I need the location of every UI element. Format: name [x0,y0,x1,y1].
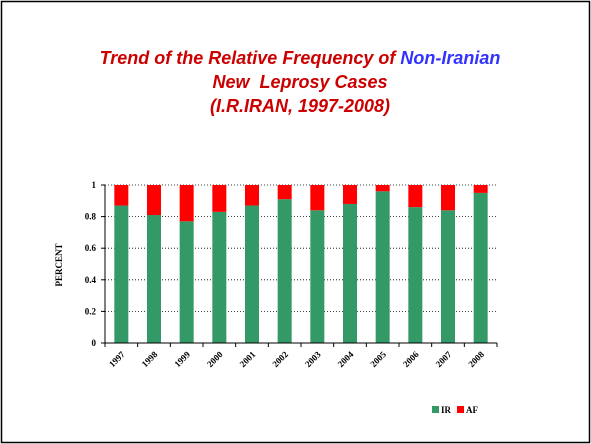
title-part: Trend of the Relative Frequency of [100,48,398,68]
bar-segment [343,203,357,343]
y-tick-label: 0.2 [85,306,97,316]
bar-segment [408,207,423,343]
y-tick-label: 0.4 [85,275,97,285]
bar-segment [310,210,325,343]
bar-segment [147,185,161,216]
chart-title-line: (I.R.IRAN, 1997-2008) [210,96,390,116]
bar-segment [114,205,129,343]
chart-title-line: New Leprosy Cases [212,72,387,92]
bar-segment [245,185,259,206]
bar-segment [473,185,488,193]
bar-segment [245,205,259,343]
y-tick-label: 1 [92,180,97,190]
bar-segment [375,191,390,343]
y-tick-label: 0.8 [85,212,97,222]
bar-segment [212,211,227,343]
legend-swatch [457,406,465,413]
bar-segment [277,199,292,343]
bar-segment [179,185,194,222]
legend-label: IR [441,405,452,415]
bar-segment [212,185,227,212]
bar-segment [375,185,390,192]
title-highlight: Non-Iranian [400,48,500,68]
y-tick-label: 0.6 [85,243,97,253]
bar-segment [441,210,455,343]
y-axis-label: PERCENT [54,243,64,286]
bar-segment [343,185,357,204]
bar-segment [473,192,488,343]
bar-segment [310,185,325,211]
bar-segment [179,221,194,343]
y-tick-label: 0 [92,338,97,348]
bar-segment [147,215,161,343]
legend-swatch [432,406,439,413]
chart-title-line: Trend of the Relative Frequency of Non-I… [100,48,501,68]
legend-label: AF [466,405,478,415]
bar-segment [277,185,292,200]
bar-segment [114,185,129,206]
bar-segment [441,185,455,211]
bar-segment [408,185,423,208]
